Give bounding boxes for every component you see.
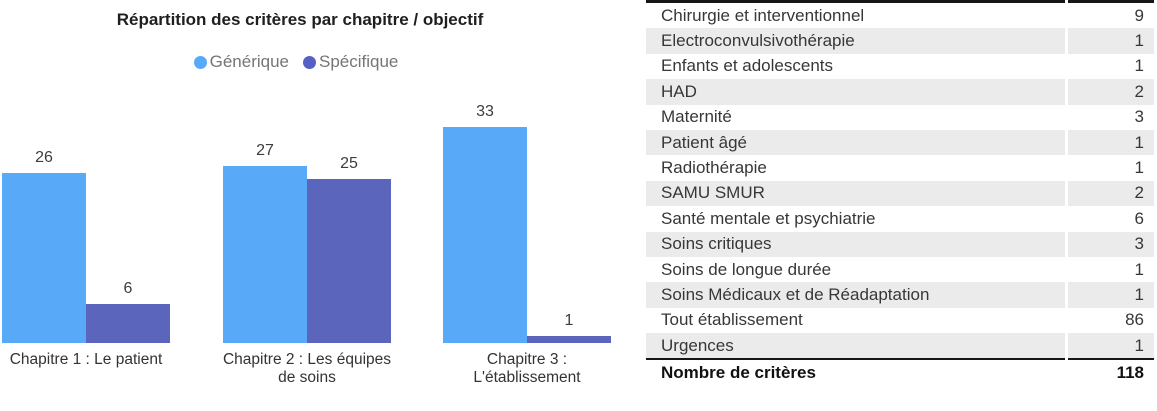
objective-cell: HAD [646, 79, 1065, 105]
criteria-table: Chirurgie et interventionnel 9 Electroconv… [643, 0, 1157, 386]
count-cell: 1 [1134, 158, 1144, 178]
chart-title: Répartition des critères par chapitre / … [116, 10, 484, 29]
count-cell: 1 [1068, 28, 1154, 54]
count-cell: 9 [1068, 0, 1154, 28]
bar-générique-group-1 [2, 173, 86, 343]
objective-cell: Enfants et adolescents [661, 56, 834, 76]
count-cell: 1 [1068, 333, 1154, 361]
count-cell: 3 [1134, 107, 1144, 127]
objective-cell: Electroconvulsivothérapie [646, 28, 1065, 54]
bar-spécifique-group-3 [527, 336, 611, 343]
category-label-line: Chapitre 1 : Le patient [9, 351, 163, 368]
objective-cell: Soins de longue durée [661, 259, 832, 279]
table-row: Urgences 1 [646, 333, 1154, 361]
criteria-table-panel: Chirurgie et interventionnel 9 Electroconv… [643, 0, 1157, 386]
legend-label: Générique [209, 52, 289, 71]
category-label-line: L'établissement [473, 369, 581, 386]
total-value-cell: 118 [1116, 363, 1144, 383]
category-label: Chapitre 2 : Les équipes de soins [203, 351, 411, 387]
table-row: HAD 2 [646, 79, 1154, 105]
table-row: Chirurgie et interventionnel 9 [646, 0, 1154, 28]
bar-value-label: 33 [476, 103, 494, 120]
bar-value-label: 27 [256, 142, 274, 159]
count-cell: 1 [1068, 282, 1154, 308]
table-row: Santé mentale et psychiatrie 6 [646, 206, 1154, 231]
category-label-line: Chapitre 2 : Les équipes [222, 351, 392, 368]
bar-spécifique-group-2 [307, 179, 391, 343]
objective-cell: Maternité [661, 107, 732, 127]
count-cell: 1 [1068, 129, 1154, 156]
category-label: Chapitre 3 : L'établissement [423, 351, 631, 387]
bar-générique-group-2 [223, 166, 307, 343]
count-cell: 86 [1125, 310, 1144, 330]
category-label-line: Chapitre 3 : [486, 351, 568, 368]
table-row: Radiothérapie 1 [646, 155, 1154, 180]
table-row: Maternité 3 [646, 105, 1154, 130]
objective-cell: Urgences [646, 333, 1065, 361]
table-row: Soins de longue durée 1 [646, 257, 1154, 282]
bar-chart: Répartition des critères par chapitre / … [0, 10, 611, 387]
bar-value-label: 26 [35, 149, 53, 166]
objective-cell: Radiothérapie [661, 158, 767, 178]
objective-cell: Santé mentale et psychiatrie [661, 208, 876, 228]
category-label-line: de soins [278, 369, 336, 386]
objective-cell: Soins Médicaux et de Réadaptation [646, 282, 1065, 308]
legend-item-générique: Générique [193, 52, 289, 72]
count-cell: 3 [1068, 231, 1154, 257]
category-label: Chapitre 1 : Le patient [0, 351, 190, 369]
count-cell: 2 [1068, 79, 1154, 105]
bar-value-label: 1 [564, 312, 574, 329]
objective-cell: Soins critiques [646, 231, 1065, 257]
table-row: Soins critiques 3 [646, 231, 1154, 257]
legend-dot-icon [303, 55, 316, 69]
count-cell: 1 [1134, 56, 1144, 76]
table-row: Soins Médicaux et de Réadaptation 1 [646, 282, 1154, 308]
legend-item-spécifique: Spécifique [303, 52, 398, 72]
table-row: SAMU SMUR 2 [646, 180, 1154, 207]
objective-cell: Tout établissement [661, 310, 803, 330]
bar-spécifique-group-1 [86, 304, 170, 343]
objective-cell: Chirurgie et interventionnel [646, 0, 1065, 28]
count-cell: 1 [1134, 259, 1144, 279]
objective-cell: Patient âgé [646, 129, 1065, 156]
table-row: Patient âgé 1 [646, 129, 1154, 156]
table-total-row: Nombre de critères 118 [646, 360, 1154, 385]
bar-value-label: 6 [123, 280, 133, 297]
bar-value-label: 25 [340, 155, 358, 172]
table-row: Electroconvulsivothérapie 1 [646, 28, 1154, 54]
chart-legend: Générique Spécifique [0, 52, 592, 72]
legend-label: Spécifique [319, 52, 399, 71]
total-label-cell: Nombre de critères [661, 363, 816, 383]
legend-dot-icon [193, 55, 207, 69]
table-row: Tout établissement 86 [646, 308, 1154, 333]
count-cell: 2 [1068, 180, 1154, 207]
objective-cell: SAMU SMUR [646, 180, 1065, 207]
bar-générique-group-3 [443, 127, 527, 343]
table-row: Enfants et adolescents 1 [646, 54, 1154, 79]
count-cell: 6 [1134, 208, 1144, 228]
